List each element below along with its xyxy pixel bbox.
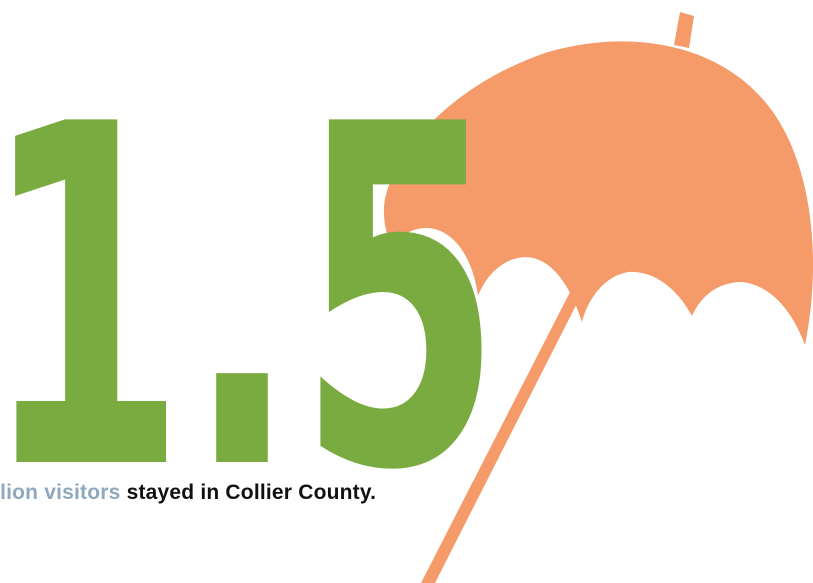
headline-number-text: 1.5	[0, 26, 502, 573]
caption-text: stayed in Collier County.	[120, 481, 377, 504]
caption-highlight: illion visitors	[0, 481, 121, 504]
caption: illion visitors stayed in Collier County…	[0, 481, 376, 505]
umbrella-canopy	[383, 41, 813, 345]
umbrella-tip	[674, 12, 694, 48]
umbrella-handle	[421, 255, 600, 583]
